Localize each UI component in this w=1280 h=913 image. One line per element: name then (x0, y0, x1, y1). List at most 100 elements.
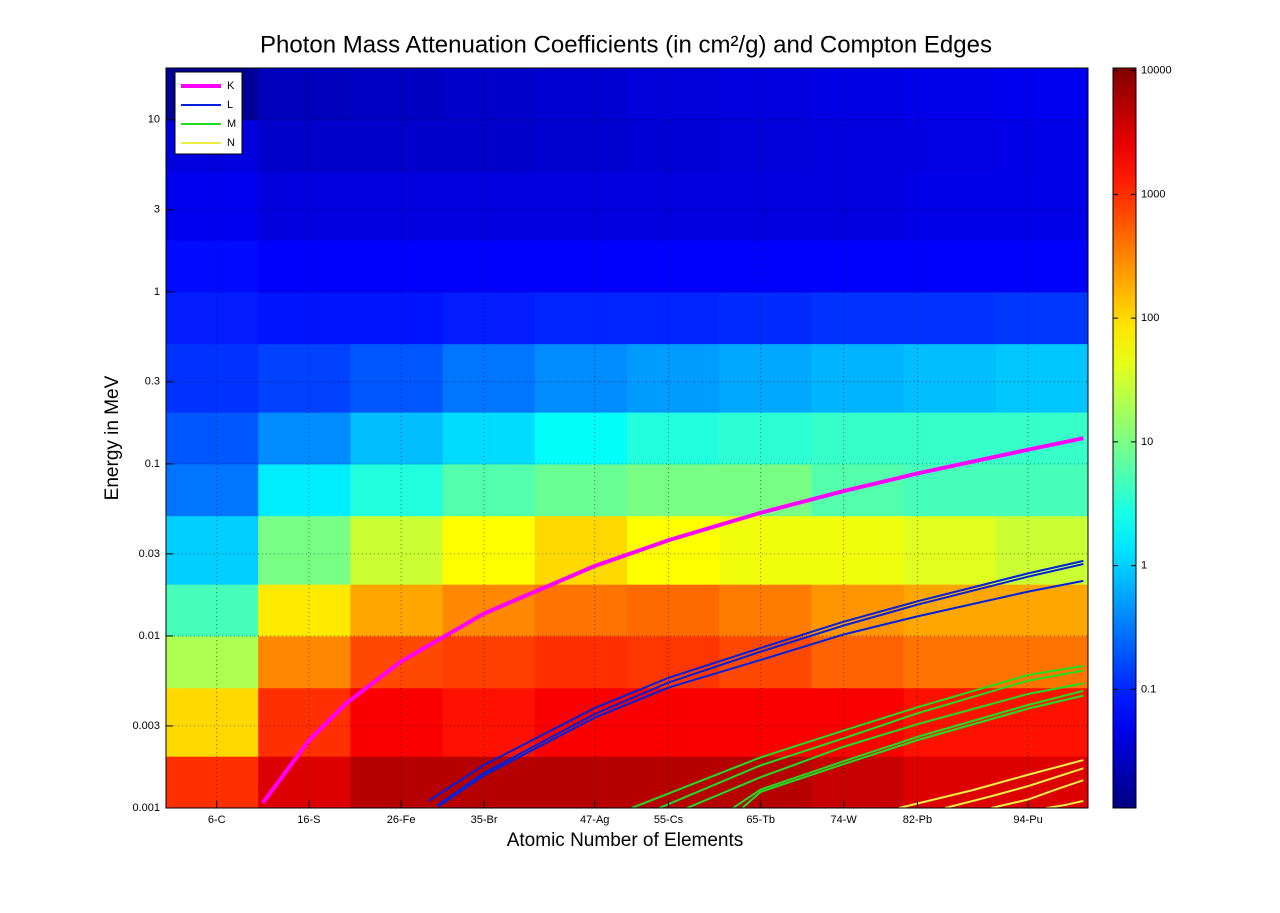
heatmap-cell (534, 463, 628, 517)
heatmap-cell (350, 687, 444, 757)
heatmap-cell (811, 291, 905, 345)
heatmap-cell (442, 463, 536, 517)
heatmap-cell (258, 584, 351, 637)
heatmap-cell (442, 343, 536, 413)
heatmap-cell (811, 171, 905, 241)
x-axis-label: Atomic Number of Elements (507, 830, 744, 851)
heatmap-cell (258, 291, 351, 345)
heatmap-cell (166, 412, 259, 465)
heatmap-cell (350, 756, 444, 808)
heatmap-cell (995, 291, 1088, 345)
heatmap-cell (442, 240, 536, 293)
heatmap-cell (719, 515, 812, 585)
heatmap-cell (442, 171, 536, 241)
x-tick-label: 82-Pb (903, 814, 932, 826)
heatmap-cell (534, 68, 628, 121)
x-tick-label: 6-C (208, 814, 226, 826)
colorbar-tick-label: 0.1 (1141, 683, 1156, 695)
edge-line (261, 436, 1084, 805)
heatmap-cell (534, 635, 628, 689)
heatmap-cell (350, 171, 444, 241)
heatmap-cell (534, 515, 628, 585)
heatmap-cell (258, 515, 351, 585)
y-tick-label: 0.3 (145, 376, 160, 388)
heatmap-cell (719, 687, 812, 757)
y-tick-label: 0.1 (145, 458, 160, 470)
colorbar-tick-label: 1 (1141, 560, 1147, 572)
edge-line (1046, 799, 1084, 808)
heatmap-cell (350, 515, 444, 585)
heatmap-cell (995, 463, 1088, 517)
heatmap-cell (903, 515, 997, 585)
y-tick-label: 0.01 (139, 630, 160, 642)
heatmap-cell (627, 412, 720, 465)
x-tick-label: 35-Br (471, 814, 498, 826)
edge-line (732, 689, 1084, 808)
heatmap-cell (350, 68, 444, 121)
colorbar (1112, 67, 1137, 809)
heatmap-cell (166, 584, 259, 637)
heatmap-cell (811, 119, 905, 173)
heatmap-cell (811, 635, 905, 689)
heatmap-cell (258, 463, 351, 517)
heatmap-cell (719, 463, 812, 517)
heatmap-cell (166, 240, 259, 293)
heatmap-cell (627, 463, 720, 517)
heatmap-cell (350, 584, 444, 637)
grid (166, 68, 1088, 809)
heatmap-cell (995, 584, 1088, 637)
heatmap-cell (258, 756, 351, 808)
heatmap-cell (258, 412, 351, 465)
heatmap-cell (350, 412, 444, 465)
edge-line (658, 669, 1084, 808)
x-tick-label: 16-S (297, 814, 320, 826)
heatmap-cell (258, 635, 351, 689)
x-tick-label: 55-Cs (654, 814, 684, 826)
y-tick-label: 1 (154, 286, 160, 298)
plot-frame (165, 67, 1089, 809)
heatmap-cell (627, 584, 720, 637)
axes: 6-C 16-S 26-Fe 35-Br 47-Ag 55-Cs 65-Tb 74-W 82-P… (132, 67, 1089, 826)
edge-line (437, 563, 1084, 806)
heatmap-cell (442, 412, 536, 465)
edge-lines (261, 436, 1084, 808)
heatmap-cell (442, 635, 536, 689)
x-tick-label: 26-Fe (387, 814, 416, 826)
heatmap-cell (719, 343, 812, 413)
heatmap-cell (811, 68, 905, 121)
edge-line (686, 682, 1084, 808)
heatmap-cell (995, 119, 1088, 173)
legend-label: N (227, 137, 235, 149)
heatmap-cell (811, 412, 905, 465)
legend-label: K (227, 80, 235, 92)
heatmap-cell (995, 68, 1088, 121)
edge-line (944, 767, 1084, 808)
x-tick-label: 74-W (831, 814, 858, 826)
heatmap-cell (350, 119, 444, 173)
heatmap-cell (627, 343, 720, 413)
heatmap-cell (627, 635, 720, 689)
heatmap-cell (166, 291, 259, 345)
edge-line (428, 559, 1084, 802)
heatmap-cell (350, 463, 444, 517)
heatmap (166, 68, 1088, 808)
heatmap-cell (258, 343, 351, 413)
heatmap-cell (811, 584, 905, 637)
edge-line (631, 664, 1084, 808)
heatmap-cell (166, 343, 259, 413)
y-tick-label: 3 (154, 204, 160, 216)
heatmap-cell (627, 291, 720, 345)
y-axis-label: Energy in MeV (102, 375, 123, 500)
heatmap-cell (534, 756, 628, 808)
colorbar-tick-label: 1000 (1141, 188, 1165, 200)
heatmap-cell (903, 119, 997, 173)
heatmap-cell (903, 635, 997, 689)
heatmap-cell (442, 291, 536, 345)
heatmap-cell (811, 343, 905, 413)
heatmap-cell (166, 515, 259, 585)
heatmap-cell (534, 119, 628, 173)
heatmap-cell (534, 584, 628, 637)
colorbar-tick-label: 10000 (1141, 65, 1172, 77)
heatmap-cell (903, 291, 997, 345)
